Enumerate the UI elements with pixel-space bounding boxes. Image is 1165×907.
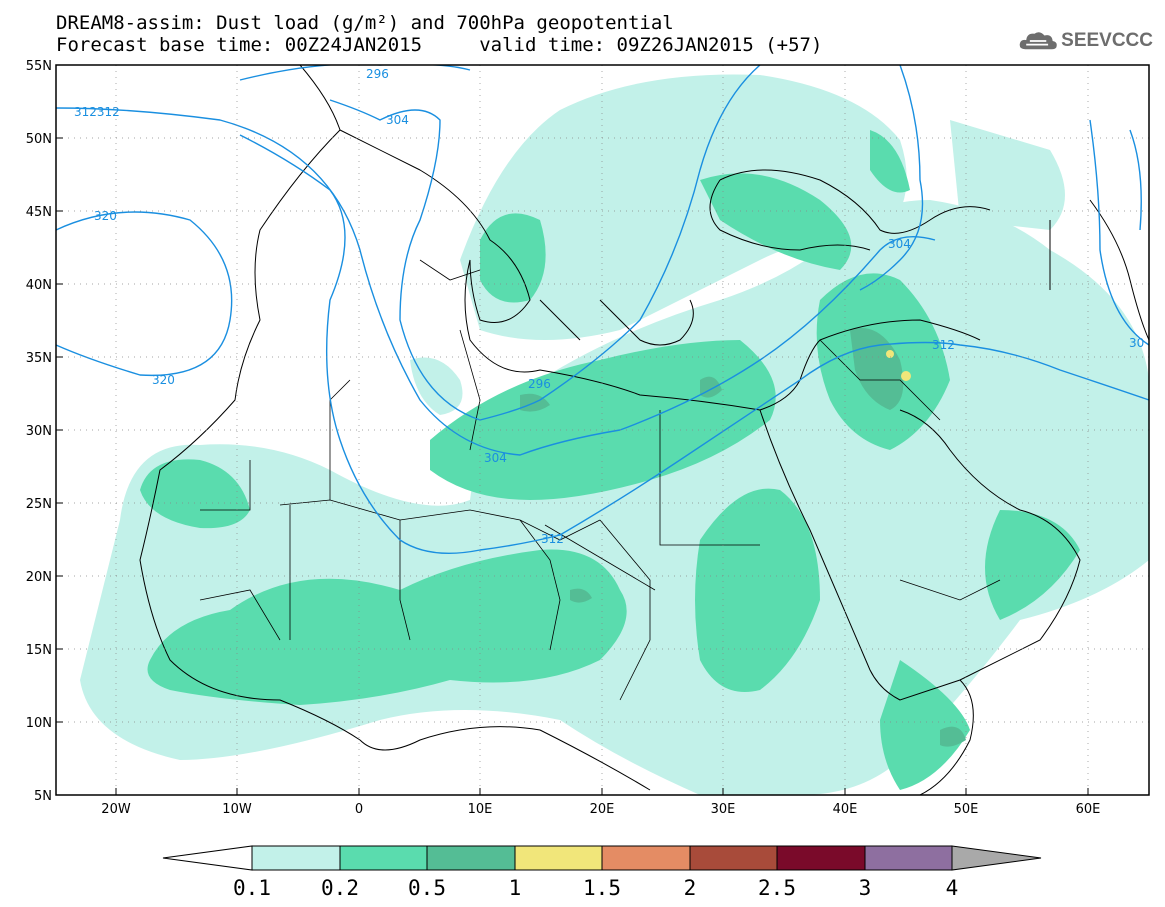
contour-label-320-south: 320 bbox=[152, 373, 175, 387]
lat-label-5n: 5N bbox=[34, 789, 52, 804]
contour-labels: 296 304 312312 320 304 320 296 304 312 3… bbox=[74, 67, 1144, 546]
contour-label-320-west: 320 bbox=[94, 209, 117, 223]
country-borders bbox=[199, 259, 1001, 701]
lon-label-20e: 20E bbox=[590, 802, 615, 817]
contour-label-30-edge: 30 bbox=[1129, 336, 1144, 350]
colorbar-label-2.5: 2.5 bbox=[758, 876, 796, 900]
colorbar-label-2: 2 bbox=[684, 876, 697, 900]
lat-label-35n: 35N bbox=[26, 351, 52, 366]
contour-label-296-north: 296 bbox=[366, 67, 389, 81]
colorbar-bin-2 bbox=[426, 845, 516, 871]
longitude-labels: 20W 10W 0 10E 20E 30E 40E 50E 60E bbox=[101, 802, 1100, 817]
coastlines bbox=[139, 65, 1149, 795]
lon-label-10e: 10E bbox=[468, 802, 493, 817]
lon-label-30e: 30E bbox=[711, 802, 736, 817]
axis-ticks bbox=[56, 137, 1089, 795]
cloud-logo-icon bbox=[1019, 32, 1057, 50]
lon-label-10w: 10W bbox=[222, 802, 252, 817]
geopotential-contours bbox=[56, 65, 1149, 554]
lon-label-60e: 60E bbox=[1076, 802, 1101, 817]
colorbar-label-1: 1 bbox=[509, 876, 522, 900]
colorbar-bin-5 bbox=[689, 845, 778, 871]
colorbar-label-0.5: 0.5 bbox=[408, 876, 446, 900]
forecast-time-subtitle: Forecast base time: 00Z24JAN2015 valid t… bbox=[56, 34, 823, 56]
lat-label-50n: 50N bbox=[26, 132, 52, 147]
contour-label-304-sahara: 304 bbox=[484, 451, 507, 465]
lon-label-40e: 40E bbox=[833, 802, 858, 817]
contour-label-304-east: 304 bbox=[888, 237, 911, 251]
lat-label-15n: 15N bbox=[26, 643, 52, 658]
lat-label-45n: 45N bbox=[26, 205, 52, 220]
lon-label-20w: 20W bbox=[101, 802, 131, 817]
lat-label-55n: 55N bbox=[26, 59, 52, 74]
colorbar-label-0.1: 0.1 bbox=[233, 876, 271, 900]
colorbar-label-3: 3 bbox=[859, 876, 872, 900]
lon-label-50e: 50E bbox=[954, 802, 979, 817]
contour-label-312-iran: 312 bbox=[932, 338, 955, 352]
lat-label-20n: 20N bbox=[26, 570, 52, 585]
contour-label-304-north: 304 bbox=[386, 113, 409, 127]
lat-label-30n: 30N bbox=[26, 424, 52, 439]
colorbar-label-0.2: 0.2 bbox=[321, 876, 359, 900]
colorbar-label-1.5: 1.5 bbox=[583, 876, 621, 900]
logo-text: SEEVCCC bbox=[1061, 30, 1153, 51]
lat-label-25n: 25N bbox=[26, 497, 52, 512]
colorbar-low-arrow bbox=[162, 845, 253, 871]
dust-field-medium bbox=[140, 130, 1080, 790]
colorbar-bin-3 bbox=[514, 845, 603, 871]
latitude-labels: 55N 50N 45N 40N 35N 30N 25N 20N 15N 10N … bbox=[26, 59, 52, 804]
lon-label-0: 0 bbox=[355, 802, 363, 817]
contour-label-312-sahara: 312 bbox=[541, 532, 564, 546]
colorbar-bin-0 bbox=[251, 845, 341, 871]
lat-label-40n: 40N bbox=[26, 278, 52, 293]
colorbar-high-arrow bbox=[951, 845, 1042, 871]
colorbar-bin-1 bbox=[339, 845, 428, 871]
dust-field-high bbox=[886, 350, 911, 381]
colorbar-bin-7 bbox=[864, 845, 953, 871]
seevccc-logo: SEEVCCC bbox=[1018, 27, 1153, 55]
lat-label-10n: 10N bbox=[26, 716, 52, 731]
contour-label-312-west: 312312 bbox=[74, 105, 120, 119]
contour-label-296-med: 296 bbox=[528, 377, 551, 391]
colorbar-bin-6 bbox=[776, 845, 866, 871]
colorbar: 0.1 0.2 0.5 1 1.5 2 2.5 3 4 bbox=[162, 845, 1042, 900]
map-title: DREAM8-assim: Dust load (g/m²) and 700hP… bbox=[56, 12, 674, 34]
colorbar-label-4: 4 bbox=[946, 876, 959, 900]
graticule bbox=[56, 65, 1149, 795]
colorbar-bin-4 bbox=[601, 845, 691, 871]
